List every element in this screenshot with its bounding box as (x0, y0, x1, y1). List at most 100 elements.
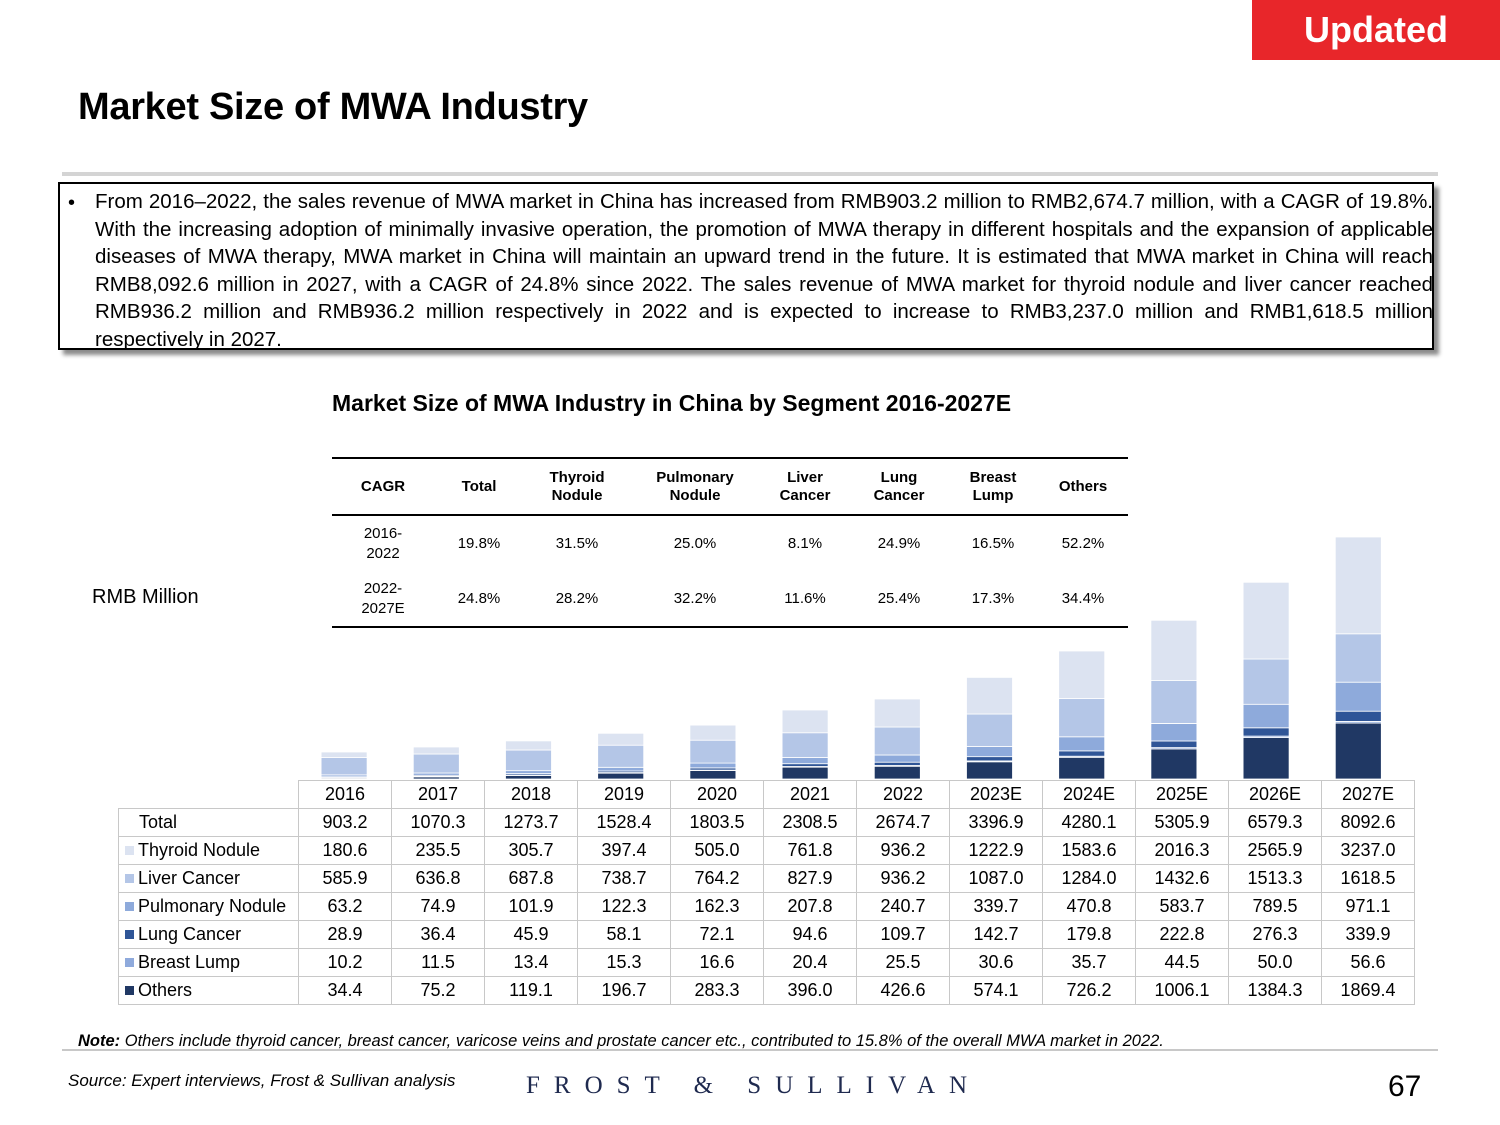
year-header: 2017 (391, 780, 485, 809)
table-cell: 1284.0 (1042, 864, 1136, 893)
bar-segment-pulmonary-nodule (412, 772, 460, 776)
cagr-header: Breast Lump (948, 457, 1038, 516)
bar-segment-liver-cancer (320, 757, 368, 776)
table-cell: 11.5 (391, 948, 485, 977)
table-corner (119, 781, 299, 809)
bar-segment-thyroid-nodule (412, 746, 460, 755)
table-cell: 283.3 (670, 976, 764, 1005)
table-cell: 1432.6 (1135, 864, 1229, 893)
table-cell: 15.3 (577, 948, 671, 977)
bar-segment-pulmonary-nodule (689, 762, 737, 769)
table-cell: 5305.9 (1135, 808, 1229, 837)
table-cell: 6579.3 (1228, 808, 1322, 837)
table-row: Thyroid Nodule 180.6 235.5 305.7 397.4 505.0 7… (118, 836, 1415, 865)
table-cell: 1384.3 (1228, 976, 1322, 1005)
table-cell: 505.0 (670, 836, 764, 865)
table-cell: 16.6 (670, 948, 764, 977)
table-row: Liver Cancer 585.9 636.8 687.8 738.7 764.2 827… (118, 864, 1415, 893)
year-header: 2027E (1321, 780, 1415, 809)
legend-swatch-icon (125, 901, 134, 911)
row-label-text: Breast Lump (138, 952, 241, 972)
table-cell: 58.1 (577, 920, 671, 949)
year-header-row: 2016 2017 2018 2019 2020 2021 2022 2023E 2024E 20… (119, 780, 1415, 809)
cagr-value: 24.8% (434, 571, 524, 628)
table-cell: 339.7 (949, 892, 1043, 921)
bar-segment-pulmonary-nodule (966, 746, 1013, 758)
bar-segment-others (597, 772, 645, 780)
table-cell: 1222.9 (949, 836, 1043, 865)
cagr-value: 19.8% (457, 534, 501, 552)
table-cell: 1528.4 (577, 808, 671, 837)
cagr-period: 2022- 2027E (332, 571, 434, 628)
bar-segment-others (1150, 748, 1198, 780)
bar-segment-pulmonary-nodule (1334, 681, 1382, 712)
updated-badge: Updated (1252, 0, 1500, 60)
summary-text: From 2016–2022, the sales revenue of MWA… (95, 190, 1433, 351)
table-cell: 1070.3 (391, 808, 485, 837)
table-cell: 726.2 (1042, 976, 1136, 1005)
table-cell: 738.7 (577, 864, 671, 893)
bar-segment-liver-cancer (966, 713, 1013, 747)
cagr-header: Others (1038, 457, 1128, 516)
bar-segment-liver-cancer (597, 744, 645, 768)
bar-segment-lung-cancer (1242, 727, 1290, 737)
row-label: Lung Cancer (118, 920, 299, 949)
bar-segment-pulmonary-nodule (1058, 736, 1106, 752)
table-cell: 426.6 (856, 976, 950, 1005)
legend-swatch-icon (125, 985, 134, 995)
row-label-text: Others (138, 980, 193, 1000)
table-cell: 13.4 (484, 948, 578, 977)
row-label: Others (118, 976, 299, 1005)
table-cell: 235.5 (391, 836, 485, 865)
table-cell: 1513.3 (1228, 864, 1322, 893)
table-cell: 50.0 (1228, 948, 1322, 977)
bar-segment-others (1242, 737, 1290, 780)
year-header: 2023E (949, 780, 1043, 809)
bar-segment-thyroid-nodule (781, 709, 829, 734)
table-cell: 339.9 (1321, 920, 1415, 949)
table-cell: 2674.7 (856, 808, 950, 837)
table-cell: 45.9 (484, 920, 578, 949)
table-cell: 74.9 (391, 892, 485, 921)
note-text: Others include thyroid cancer, breast ca… (120, 1032, 1164, 1050)
table-cell: 636.8 (391, 864, 485, 893)
row-label: Liver Cancer (118, 864, 299, 893)
table-cell: 44.5 (1135, 948, 1229, 977)
bar-segment-pulmonary-nodule (781, 757, 829, 765)
cagr-header: Thyroid Nodule (524, 457, 630, 516)
row-label-text: Pulmonary Nodule (138, 896, 287, 916)
cagr-value: 25.0% (673, 534, 717, 552)
table-cell: 109.7 (856, 920, 950, 949)
page-title: Market Size of MWA Industry (78, 86, 588, 128)
legend-swatch-icon (125, 929, 134, 939)
bar-segment-others (966, 761, 1013, 780)
row-label-text: Thyroid Nodule (138, 840, 261, 860)
row-label: Breast Lump (118, 948, 299, 977)
row-label: Pulmonary Nodule (118, 892, 299, 921)
stacked-bar-chart (320, 536, 1382, 780)
bar-segment-liver-cancer (781, 732, 829, 758)
table-cell: 4280.1 (1042, 808, 1136, 837)
cagr-value: 17.3% (948, 571, 1038, 628)
brand-logo: FROST & SULLIVAN (526, 1072, 982, 1099)
table-cell: 583.7 (1135, 892, 1229, 921)
table-row-total: Total 903.2 1070.3 1273.7 1528.4 1803.5 2308.5… (118, 808, 1415, 837)
summary-box: • From 2016–2022, the sales revenue of M… (58, 182, 1434, 351)
bar-segment-others (505, 775, 552, 780)
table-cell: 28.9 (298, 920, 392, 949)
table-cell: 574.1 (949, 976, 1043, 1005)
bar-segment-thyroid-nodule (505, 740, 552, 751)
table-cell: 162.3 (670, 892, 764, 921)
bar-segment-pulmonary-nodule (873, 754, 921, 763)
row-label-text: Total (139, 812, 178, 832)
bar-segment-thyroid-nodule (1058, 650, 1106, 699)
bullet-icon: • (68, 192, 76, 214)
row-label-text: Liver Cancer (138, 868, 241, 888)
bar-segment-thyroid-nodule (320, 751, 368, 758)
source-text: Source: Expert interviews, Frost & Sulli… (68, 1071, 456, 1090)
table-cell: 35.7 (1042, 948, 1136, 977)
table-cell: 3237.0 (1321, 836, 1415, 865)
row-label: Thyroid Nodule (118, 836, 299, 865)
table-cell: 936.2 (856, 864, 950, 893)
cagr-value: 8.1% (787, 534, 823, 552)
